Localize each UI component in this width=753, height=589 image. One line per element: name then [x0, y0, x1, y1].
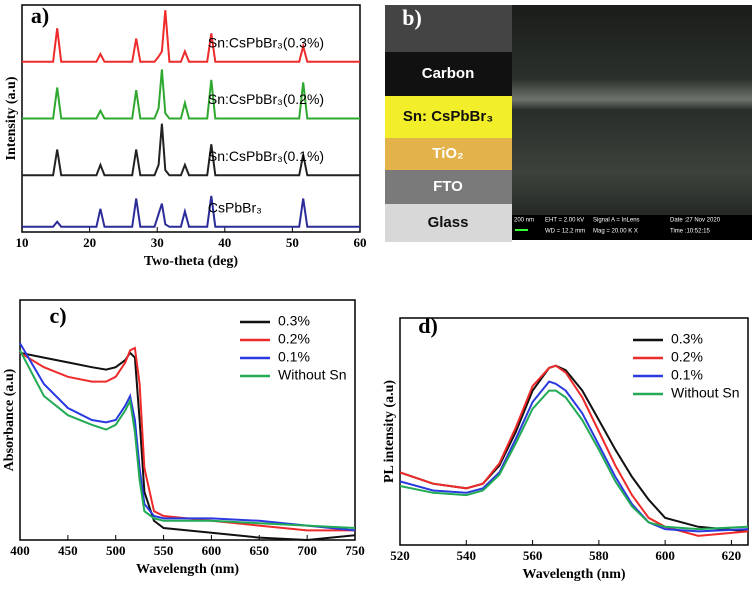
y-axis-label: Absorbance (a.u) — [2, 368, 17, 471]
series-line — [19, 351, 356, 542]
x-tick-label: 520 — [390, 548, 410, 563]
x-tick-label: 40 — [218, 235, 231, 250]
sem-info: 200 nm — [514, 218, 534, 224]
panel-label: a) — [31, 3, 49, 28]
x-tick-label: 550 — [154, 543, 174, 558]
x-tick-label: 50 — [286, 235, 299, 250]
legend-label: Without Sn — [671, 385, 739, 401]
x-axis-label: Two-theta (deg) — [144, 254, 239, 269]
series-line — [22, 123, 360, 177]
plot-frame — [399, 317, 749, 546]
x-axis-label: Wavelength (nm) — [136, 562, 239, 577]
sem-info: Mag = 20.00 K X — [593, 229, 638, 235]
legend-label: Without Sn — [278, 367, 346, 383]
panel-label: c) — [49, 303, 66, 328]
series-line — [22, 195, 360, 228]
sem-info: Date :27 Nov 2020 — [670, 218, 721, 224]
y-axis-label: PL intensity (a.u) — [382, 380, 397, 483]
layer-label: TiO₂ — [432, 145, 463, 162]
layer-label: Sn: CsPbBr₃ — [403, 108, 493, 125]
series-line — [399, 380, 749, 533]
series-label: Sn:CsPbBr₃(0.2%) — [208, 91, 324, 107]
x-tick-label: 750 — [345, 543, 365, 558]
panel-label: b) — [402, 5, 422, 30]
series-line — [19, 342, 356, 532]
series-label: CsPbBr₃ — [208, 200, 262, 216]
legend-label: 0.3% — [278, 313, 310, 329]
legend-label: 0.2% — [671, 349, 703, 365]
layer-label: Glass — [428, 214, 469, 231]
x-tick-label: 450 — [58, 543, 78, 558]
layer-label: FTO — [433, 178, 463, 195]
x-tick-label: 600 — [202, 543, 222, 558]
x-tick-label: 580 — [589, 548, 609, 563]
y-axis-label: Intensity (a.u) — [4, 76, 19, 160]
series-line — [19, 349, 356, 529]
x-tick-label: 620 — [722, 548, 742, 563]
x-tick-label: 560 — [523, 548, 543, 563]
sem-info: EHT = 2.00 kV — [545, 218, 584, 224]
legend-label: 0.2% — [278, 331, 310, 347]
panel-label: d) — [418, 313, 438, 338]
series-line — [22, 10, 360, 63]
x-tick-label: 600 — [655, 548, 675, 563]
series-line — [399, 389, 749, 531]
layer — [385, 170, 512, 204]
sem-info: Time :10:52:15 — [670, 229, 710, 235]
layer — [385, 138, 512, 170]
legend-label: 0.1% — [671, 367, 703, 383]
x-tick-label: 60 — [354, 235, 367, 250]
legend-label: 0.1% — [278, 349, 310, 365]
sem-info-bar — [512, 215, 752, 240]
x-axis-label: Wavelength (nm) — [522, 567, 625, 582]
x-tick-label: 540 — [457, 548, 477, 563]
series-line — [22, 69, 360, 120]
layer — [385, 204, 512, 242]
sem-info: WD = 12.2 mm — [545, 229, 585, 235]
layer — [385, 52, 512, 96]
layer — [385, 96, 512, 138]
series-line — [399, 364, 749, 537]
sem-info: Signal A = InLens — [593, 218, 640, 224]
legend-label: 0.3% — [671, 331, 703, 347]
x-tick-label: 650 — [250, 543, 270, 558]
x-tick-label: 10 — [16, 235, 29, 250]
plot-frame — [19, 299, 356, 541]
series-label: Sn:CsPbBr₃(0.3%) — [208, 34, 324, 50]
x-tick-label: 500 — [106, 543, 126, 558]
x-tick-label: 20 — [83, 235, 96, 250]
layer-label: Carbon — [422, 65, 475, 82]
sem-image — [512, 5, 752, 215]
x-tick-label: 700 — [297, 543, 317, 558]
x-tick-label: 400 — [10, 543, 30, 558]
x-tick-label: 30 — [151, 235, 164, 250]
series-label: Sn:CsPbBr₃(0.1%) — [208, 148, 324, 164]
